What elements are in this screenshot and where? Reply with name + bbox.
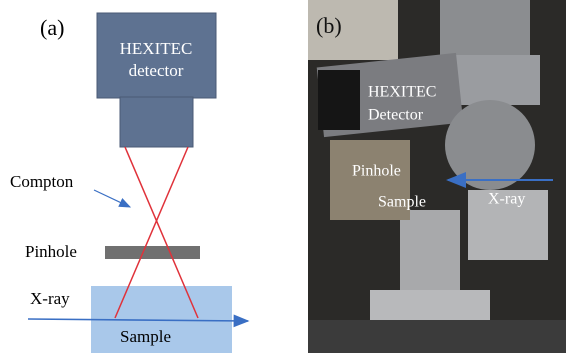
- detector-label: HEXITEC: [120, 39, 193, 58]
- pinhole-bar: [105, 246, 200, 259]
- panel-b: (b) HEXITEC Detector Pinhole Sample X-ra…: [308, 0, 566, 353]
- photo-table: [308, 320, 566, 353]
- panel-label: (b): [316, 13, 342, 38]
- sample-label: Sample: [120, 327, 171, 346]
- photo-stage: [400, 210, 460, 300]
- xray-label: X-ray: [488, 191, 525, 208]
- xray-label: X-ray: [30, 289, 70, 308]
- figure: (a) HEXITEC detector Compton Pinhole X-r…: [0, 0, 566, 353]
- sample-label: Sample: [378, 194, 426, 211]
- photo-rotator: [445, 100, 535, 190]
- detector-label: Detector: [368, 107, 424, 124]
- detector-neck: [120, 97, 193, 147]
- panel-label: (a): [40, 15, 64, 40]
- detector-label: HEXITEC: [368, 84, 436, 101]
- compton-arrow: [94, 190, 130, 207]
- pinhole-label: Pinhole: [352, 163, 401, 180]
- photo-stage: [450, 55, 540, 105]
- photo-stage: [440, 0, 530, 60]
- photo-detector-face: [318, 70, 360, 130]
- panel-a: (a) HEXITEC detector Compton Pinhole X-r…: [10, 13, 248, 353]
- detector-label: detector: [129, 61, 184, 80]
- compton-label: Compton: [10, 172, 74, 191]
- pinhole-label: Pinhole: [25, 242, 77, 261]
